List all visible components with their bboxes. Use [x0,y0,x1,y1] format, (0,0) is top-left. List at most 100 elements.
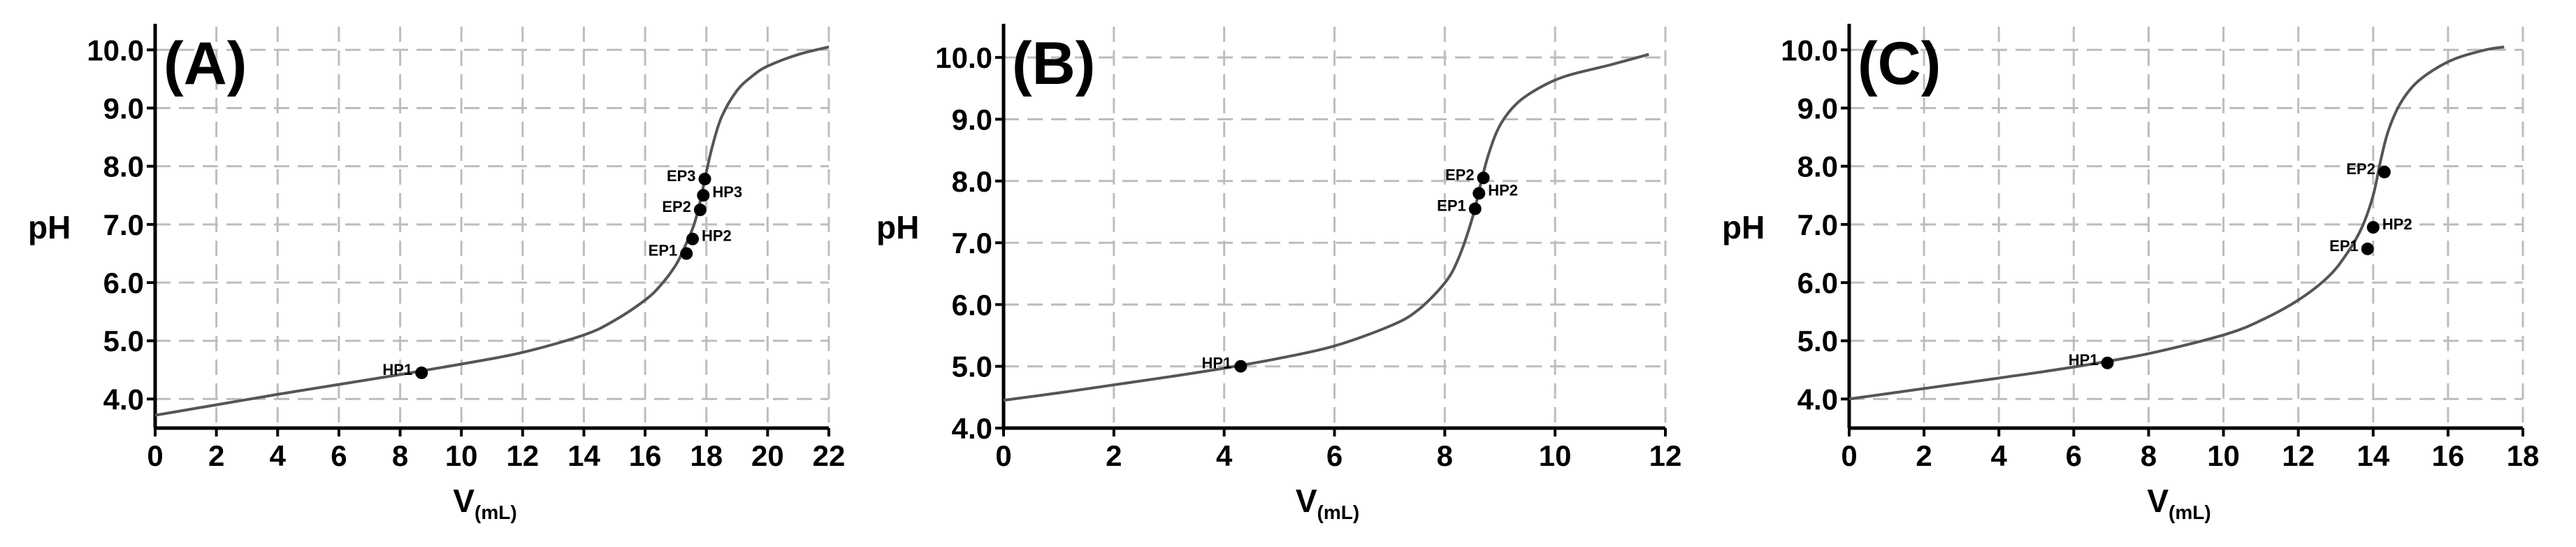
y-tick-label: 4.0 [952,412,992,445]
x-tick-label: 10 [445,439,478,472]
panel-label: (A) [164,30,247,97]
x-tick-label: 8 [1437,439,1453,472]
x-tick-label: 14 [2357,439,2389,472]
point-ep3 [698,172,711,185]
titration-curve [154,45,830,417]
y-tick-label: 8.0 [1797,150,1838,183]
x-tick-label: 18 [2507,439,2540,472]
point-ep1 [2361,242,2374,255]
x-axis-label: V(mL) [453,483,516,523]
y-tick-label: 5.0 [1797,325,1838,357]
point-label: EP2 [2346,160,2375,178]
point-hp2 [686,232,700,246]
x-axis-label: V(mL) [2147,483,2210,523]
point-label: HP2 [2382,215,2412,233]
y-tick-label: 8.0 [952,165,992,198]
x-tick-label: 8 [2141,439,2157,472]
x-tick-label: 6 [1326,439,1343,472]
x-tick-label: 20 [751,439,784,472]
x-tick-label: 12 [1649,439,1682,472]
x-axis-label-main: V [2147,483,2169,519]
y-tick-label: 9.0 [1797,92,1838,125]
x-tick-label: 0 [147,439,163,472]
point-label: EP3 [667,167,696,185]
y-axis-label: pH [28,209,71,246]
point-label: HP2 [1488,181,1518,199]
y-tick-label: 7.0 [1797,208,1838,241]
x-axis-label: V(mL) [1296,483,1359,523]
x-tick-label: 4 [1216,439,1233,472]
y-tick-label: 4.0 [1797,383,1838,415]
y-tick-label: 6.0 [952,288,992,321]
y-tick-label: 10.0 [935,41,992,74]
point-label: HP1 [382,361,412,378]
point-label: EP2 [662,198,691,215]
y-tick-label: 10.0 [1781,34,1838,66]
titration-curve [1003,52,1649,402]
point-hp2 [2366,221,2380,234]
point-label: HP1 [2069,351,2099,369]
panel-label: (C) [1858,30,1941,97]
point-label: EP2 [1445,166,1475,183]
point-hp1 [2101,356,2114,369]
point-label: HP2 [702,227,732,245]
point-label: EP1 [649,241,678,259]
x-axis-label-unit: (mL) [475,502,517,523]
x-tick-label: 22 [813,439,846,472]
point-label: HP1 [1202,355,1232,372]
y-tick-label: 8.0 [103,150,144,183]
x-tick-label: 12 [2282,439,2315,472]
y-tick-label: 7.0 [103,208,144,241]
point-hp2 [1472,187,1486,200]
x-tick-label: 6 [331,439,347,472]
x-tick-label: 10 [2207,439,2240,472]
x-axis-label-unit: (mL) [1317,502,1360,523]
panel-label: (B) [1012,30,1095,97]
y-tick-label: 10.0 [87,34,144,66]
y-axis-label: pH [1722,209,1765,246]
y-tick-label: 4.0 [103,383,144,415]
point-ep2 [693,204,707,217]
x-tick-label: 2 [208,439,224,472]
x-tick-label: 14 [567,439,600,472]
y-tick-label: 5.0 [103,325,144,357]
chart-panel-3: 0 2 4 6 8 10 12 14 16 18 4.0 5.0 6.0 7.0 8.0 9.0 10.0 pH V… [1722,24,2539,523]
y-tick-label: 9.0 [952,103,992,136]
x-tick-label: 2 [1916,439,1932,472]
x-tick-label: 18 [690,439,723,472]
x-tick-label: 4 [270,439,287,472]
x-tick-label: 0 [995,439,1011,472]
x-axis-label-main: V [1296,483,1317,519]
x-tick-label: 6 [2066,439,2082,472]
y-tick-label: 9.0 [103,92,144,125]
x-tick-label: 16 [629,439,662,472]
titration-curve [1848,45,2505,401]
point-ep1 [1468,202,1482,215]
x-tick-label: 10 [1539,439,1572,472]
point-ep1 [680,247,693,260]
x-tick-label: 16 [2432,439,2465,472]
point-hp1 [1234,360,1247,373]
point-hp1 [415,366,428,379]
point-ep2 [2378,165,2391,178]
x-axis-label-main: V [453,483,475,519]
point-ep2 [1477,171,1490,185]
x-tick-label: 4 [1991,439,2008,472]
x-tick-label: 2 [1106,439,1122,472]
y-tick-label: 6.0 [103,267,144,299]
x-axis-label-unit: (mL) [2169,502,2211,523]
x-tick-label: 8 [392,439,408,472]
y-axis-label: pH [876,209,919,246]
y-tick-label: 7.0 [952,227,992,260]
chart-panel-2: 0 2 4 6 8 10 12 4.0 5.0 6.0 7.0 8.0 9.0 10.0 pH V(mL) HP… [876,24,1681,523]
point-hp3 [697,189,710,202]
point-label: EP1 [2329,237,2359,255]
y-tick-label: 6.0 [1797,267,1838,299]
y-tick-label: 5.0 [952,350,992,383]
point-label: HP3 [712,183,742,201]
point-label: EP1 [1437,197,1466,215]
x-tick-label: 12 [506,439,539,472]
chart-panel-1: 0 2 4 6 8 10 12 14 16 18 20 22 4.0 5.0 6.0 7.0 8.0 9.0 10.… [28,24,845,523]
x-tick-label: 0 [1841,439,1857,472]
